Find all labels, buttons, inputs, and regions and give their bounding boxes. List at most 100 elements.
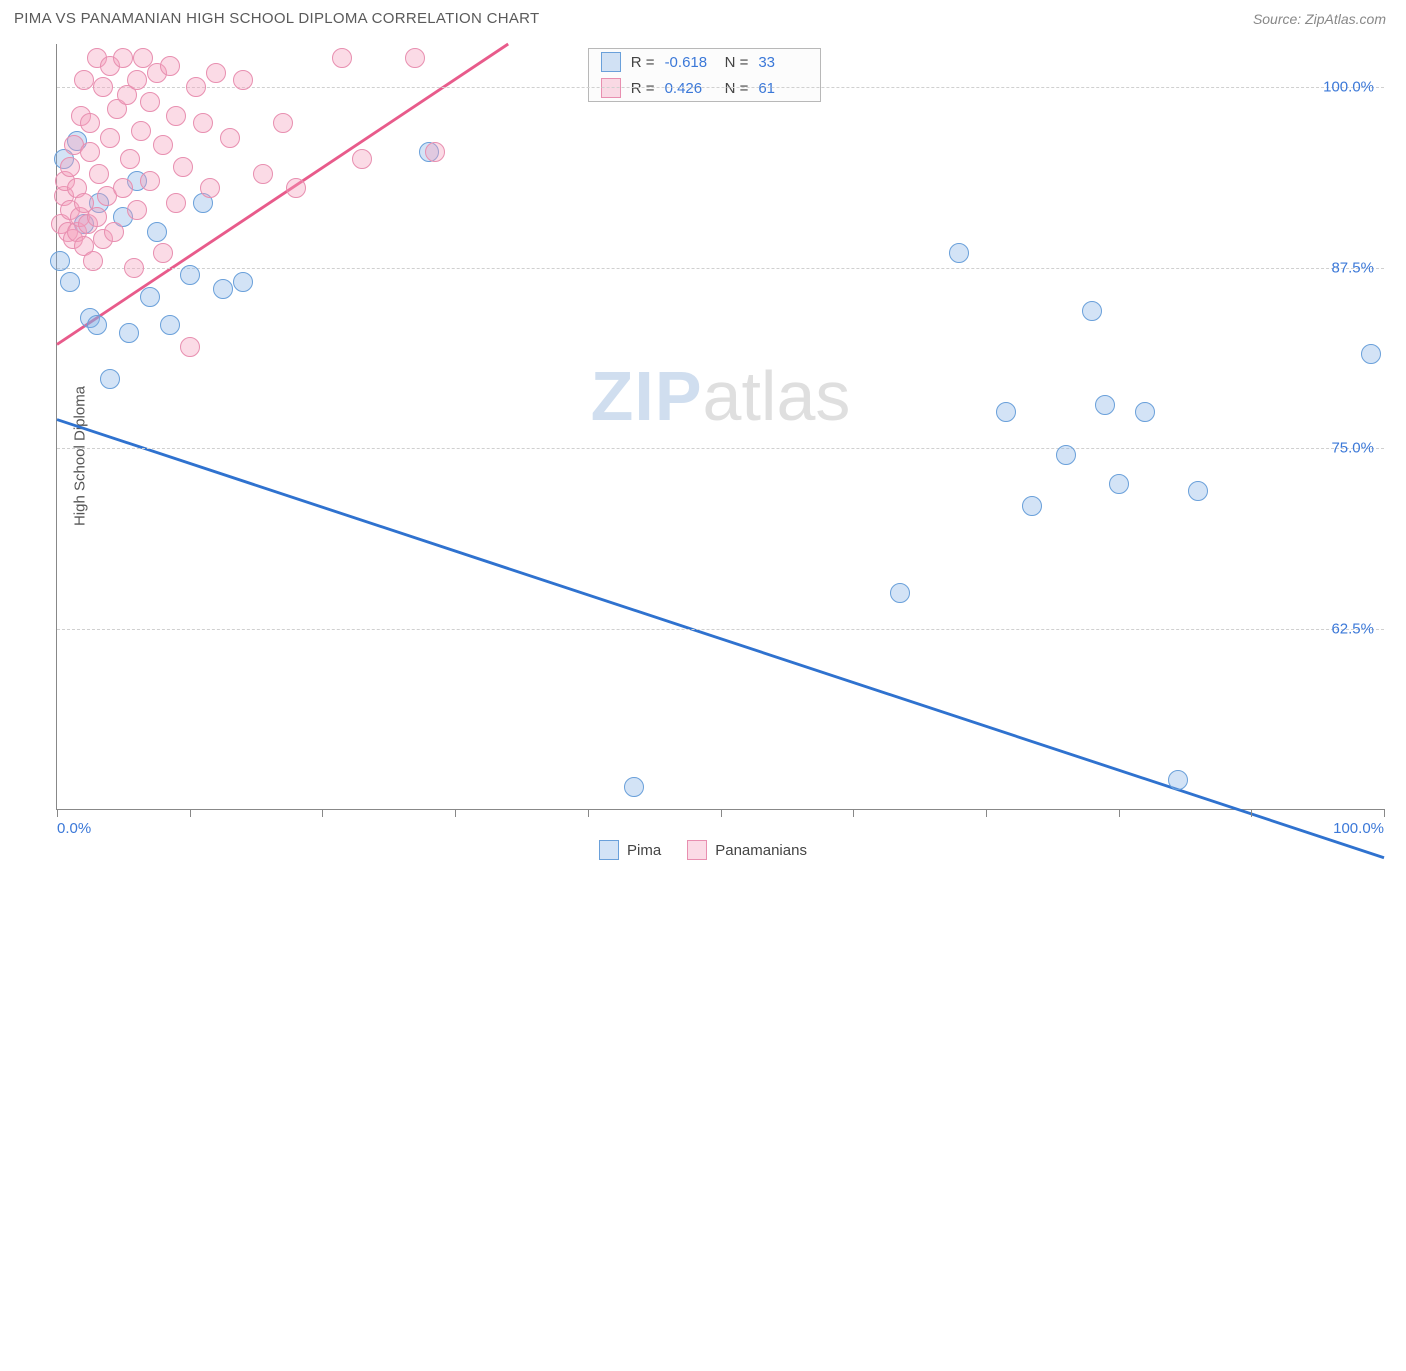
plot-region: ZIPatlas R =-0.618N =33R =0.426N =61 62.… (56, 44, 1384, 810)
series-name: Pima (627, 842, 661, 859)
scatter-point (124, 258, 144, 278)
scatter-point (352, 149, 372, 169)
scatter-point (1095, 395, 1115, 415)
scatter-point (50, 251, 70, 271)
scatter-point (200, 178, 220, 198)
gridline-h (57, 629, 1384, 630)
legend-swatch (601, 52, 621, 72)
y-tick-label: 62.5% (1331, 620, 1374, 637)
scatter-point (113, 178, 133, 198)
scatter-point (624, 777, 644, 797)
x-tick (986, 809, 987, 817)
legend-swatch (687, 840, 707, 860)
x-tick (1384, 809, 1385, 817)
series-legend-item: Panamanians (687, 840, 807, 860)
scatter-point (131, 121, 151, 141)
scatter-point (273, 113, 293, 133)
scatter-point (153, 135, 173, 155)
scatter-point (286, 178, 306, 198)
y-tick-label: 100.0% (1323, 79, 1374, 96)
scatter-point (113, 48, 133, 68)
scatter-point (127, 200, 147, 220)
x-tick (190, 809, 191, 817)
x-tick (455, 809, 456, 817)
scatter-point (193, 113, 213, 133)
scatter-point (253, 164, 273, 184)
scatter-point (1109, 474, 1129, 494)
scatter-point (1168, 770, 1188, 790)
chart-title: PIMA VS PANAMANIAN HIGH SCHOOL DIPLOMA C… (14, 10, 540, 27)
scatter-point (332, 48, 352, 68)
x-tick-label: 100.0% (1333, 820, 1384, 837)
watermark-part1: ZIP (591, 357, 703, 435)
series-name: Panamanians (715, 842, 807, 859)
scatter-point (1056, 445, 1076, 465)
x-tick (322, 809, 323, 817)
series-legend: Pima Panamanians (14, 840, 1392, 860)
scatter-point (140, 287, 160, 307)
scatter-point (996, 402, 1016, 422)
scatter-point (1135, 402, 1155, 422)
series-legend-item: Pima (599, 840, 661, 860)
scatter-point (140, 171, 160, 191)
trend-lines (57, 44, 1384, 1371)
legend-n-value: 33 (758, 54, 808, 71)
scatter-point (100, 369, 120, 389)
scatter-point (100, 128, 120, 148)
legend-swatch (599, 840, 619, 860)
x-tick (1119, 809, 1120, 817)
scatter-point (186, 77, 206, 97)
scatter-point (60, 157, 80, 177)
scatter-point (127, 70, 147, 90)
scatter-point (425, 142, 445, 162)
scatter-point (166, 106, 186, 126)
scatter-point (213, 279, 233, 299)
legend-r-value: -0.618 (665, 54, 715, 71)
x-tick (721, 809, 722, 817)
scatter-point (147, 222, 167, 242)
scatter-point (160, 56, 180, 76)
x-tick (588, 809, 589, 817)
scatter-point (233, 272, 253, 292)
source-label: Source: ZipAtlas.com (1253, 11, 1386, 27)
scatter-point (220, 128, 240, 148)
scatter-point (180, 265, 200, 285)
scatter-point (87, 207, 107, 227)
trend-line (57, 420, 1384, 858)
scatter-point (87, 315, 107, 335)
scatter-point (60, 272, 80, 292)
legend-r-label: R = (631, 54, 655, 71)
scatter-point (119, 323, 139, 343)
scatter-point (206, 63, 226, 83)
correlation-legend: R =-0.618N =33R =0.426N =61 (588, 48, 822, 102)
x-tick-label: 0.0% (57, 820, 91, 837)
scatter-point (1188, 481, 1208, 501)
scatter-point (166, 193, 186, 213)
chart-header: PIMA VS PANAMANIAN HIGH SCHOOL DIPLOMA C… (0, 0, 1406, 33)
gridline-h (57, 268, 1384, 269)
gridline-h (57, 448, 1384, 449)
scatter-point (89, 164, 109, 184)
y-tick-label: 87.5% (1331, 259, 1374, 276)
legend-row: R =-0.618N =33 (589, 49, 821, 75)
scatter-point (80, 113, 100, 133)
chart-area: High School Diploma ZIPatlas R =-0.618N … (14, 40, 1392, 872)
scatter-point (173, 157, 193, 177)
watermark: ZIPatlas (591, 356, 851, 436)
scatter-point (405, 48, 425, 68)
scatter-point (104, 222, 124, 242)
scatter-point (180, 337, 200, 357)
scatter-point (233, 70, 253, 90)
x-tick (853, 809, 854, 817)
x-tick (57, 809, 58, 817)
scatter-point (1082, 301, 1102, 321)
scatter-point (83, 251, 103, 271)
scatter-point (120, 149, 140, 169)
scatter-point (153, 243, 173, 263)
scatter-point (140, 92, 160, 112)
scatter-point (949, 243, 969, 263)
scatter-point (160, 315, 180, 335)
scatter-point (93, 77, 113, 97)
y-tick-label: 75.0% (1331, 440, 1374, 457)
x-tick (1251, 809, 1252, 817)
